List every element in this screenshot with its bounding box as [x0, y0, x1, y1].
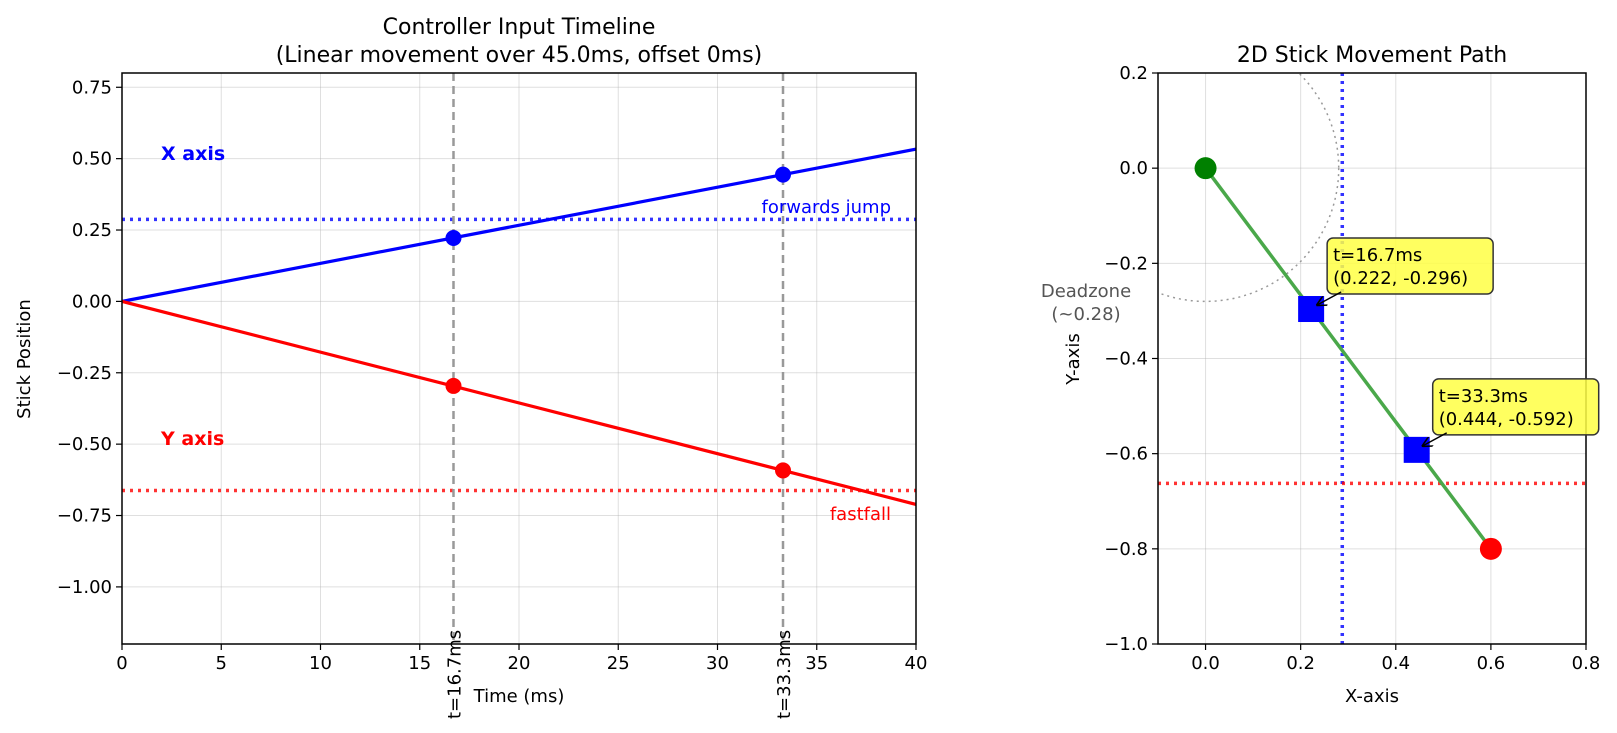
timeline-subtitle: (Linear movement over 45.0ms, offset 0ms…	[276, 43, 763, 68]
path-annotations: t=16.7ms(0.222, -0.296) t=33.3ms(0.444, -…	[1317, 237, 1600, 446]
timeline-y-tick-label: 0.25	[72, 220, 112, 241]
timeline-y-label: Stick Position	[14, 299, 35, 419]
path-y-tick-label: −0.8	[1104, 539, 1148, 560]
path-x-label: X-axis	[1345, 686, 1399, 707]
timeline-x-tick-label: 15	[408, 653, 431, 674]
timeline-y-tick-label: 0.75	[72, 77, 112, 98]
end-point-marker	[1479, 537, 1502, 560]
path-y-tick-label: −0.2	[1104, 253, 1148, 274]
annotation-box	[1326, 237, 1494, 295]
path-x-tick-label: 0.4	[1381, 653, 1410, 674]
series-marker	[775, 166, 792, 183]
path-x-tick-label: 0.8	[1572, 653, 1601, 674]
path-y-tick-label: −1.0	[1104, 634, 1148, 655]
path-x-tick-label: 0.6	[1477, 653, 1506, 674]
start-point-marker	[1194, 157, 1217, 180]
path-y-tick-label: −0.4	[1104, 349, 1148, 370]
timeline-x-tick-label: 5	[216, 653, 227, 674]
timeline-x-tick-label: 10	[309, 653, 332, 674]
timeline-grid	[121, 73, 917, 644]
path-y-tick-label: 0.0	[1119, 158, 1148, 179]
timeline-x-tick-label: 20	[508, 653, 531, 674]
series-line	[122, 299, 916, 507]
annotation-label-time: t=16.7ms	[1333, 245, 1422, 266]
series-marker	[775, 462, 792, 479]
timeline-x-tick-label: 40	[905, 653, 928, 674]
series-marker	[445, 377, 462, 394]
annotation-box	[1431, 378, 1600, 436]
path-y-tick-label: 0.2	[1119, 63, 1148, 84]
annotation-label-coords: (0.444, -0.592)	[1439, 409, 1574, 430]
timeline-y-tick-label: 0.50	[72, 149, 112, 170]
timeline-vline-labels: t=16.7ms t=33.3ms	[444, 630, 795, 719]
sample-point-marker	[1298, 296, 1325, 323]
timeline-y-tick-label: 0.00	[72, 291, 112, 312]
timeline-title: Controller Input Timeline	[383, 15, 656, 40]
sample-point-marker	[1403, 436, 1430, 463]
path-y-ticks: 0.2 0.0 −0.2 −0.4 −0.6 −0.8 −1.0	[1104, 63, 1158, 655]
path-plot-area	[1158, 73, 1586, 644]
path-x-ticks: 0.0 0.2 0.4 0.6 0.8	[1191, 644, 1600, 674]
timeline-axes-frame	[121, 72, 917, 645]
time-marker-label: t=33.3ms	[774, 630, 795, 719]
path-y-label: Y-axis	[1063, 333, 1084, 385]
deadzone-label-line1: Deadzone	[1041, 281, 1131, 302]
annotation-label-coords: (0.222, -0.296)	[1333, 268, 1468, 289]
path-x-tick-label: 0.0	[1191, 653, 1220, 674]
timeline-plot-area	[122, 73, 916, 644]
threshold-label-fastfall: fastfall	[830, 504, 891, 525]
timeline-y-tick-label: −1.00	[57, 577, 112, 598]
deadzone-label-line2: (~0.28)	[1051, 304, 1120, 325]
path-x-tick-label: 0.2	[1286, 653, 1315, 674]
series-marker	[445, 230, 462, 247]
timeline-x-tick-label: 35	[805, 653, 828, 674]
path-y-tick-label: −0.6	[1104, 444, 1148, 465]
timeline-y-tick-label: −0.75	[57, 506, 112, 527]
timeline-x-label: Time (ms)	[473, 686, 565, 707]
movement-path-line	[1204, 167, 1493, 550]
series-line	[122, 147, 916, 303]
timeline-chart: Controller Input Timeline (Linear moveme…	[14, 15, 927, 719]
path-grid	[1158, 72, 1587, 645]
timeline-series-label-x: X axis	[161, 143, 225, 165]
annotation-arrow	[1423, 432, 1448, 446]
time-marker-label: t=16.7ms	[444, 630, 465, 719]
annotation-arrow	[1317, 291, 1342, 305]
annotation-label-time: t=33.3ms	[1439, 386, 1528, 407]
timeline-series-label-y: Y axis	[160, 428, 224, 450]
threshold-label-forwards-jump: forwards jump	[762, 197, 891, 218]
timeline-x-tick-label: 25	[607, 653, 630, 674]
timeline-y-ticks: 0.75 0.50 0.25 0.00 −0.25 −0.50 −0.75 −1.00	[57, 77, 122, 598]
timeline-y-tick-label: −0.25	[57, 363, 112, 384]
timeline-x-tick-label: 30	[706, 653, 729, 674]
path-axes-frame	[1157, 72, 1587, 645]
path-title: 2D Stick Movement Path	[1237, 43, 1507, 68]
timeline-x-ticks: 0 5 10 15 20 25 30 35 40	[116, 644, 927, 674]
timeline-x-tick-label: 0	[116, 653, 127, 674]
path-chart: 2D Stick Movement Path 0.0 0.2 0.4 0.6 0.8 0…	[1041, 43, 1600, 707]
timeline-y-tick-label: −0.50	[57, 434, 112, 455]
